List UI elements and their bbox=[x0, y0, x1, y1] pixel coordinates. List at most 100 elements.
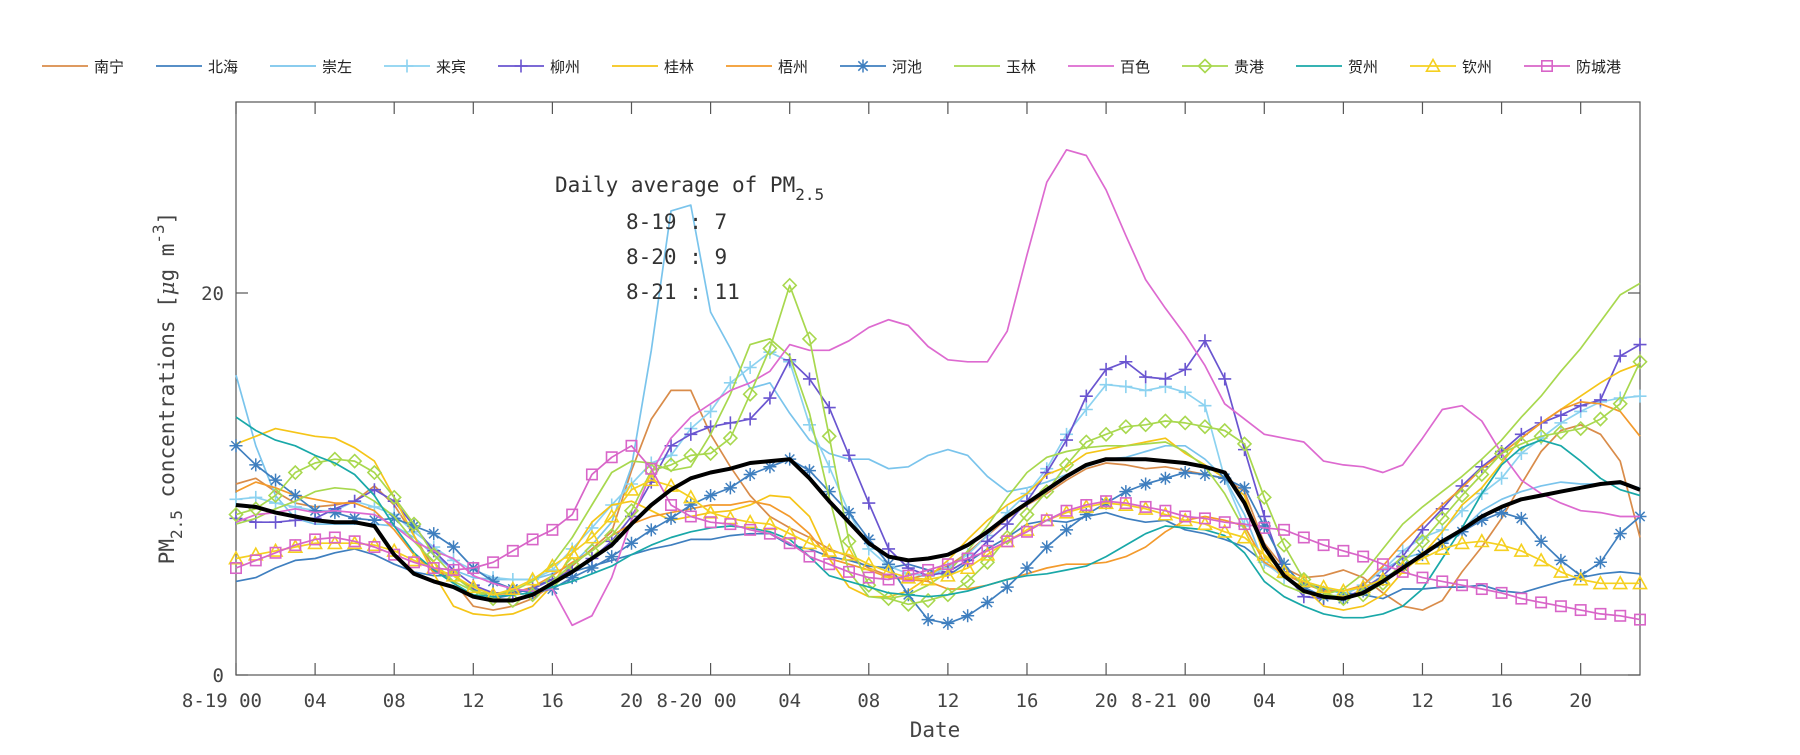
data-point bbox=[287, 464, 303, 481]
x-tick-label: 16 bbox=[1016, 690, 1039, 712]
data-point bbox=[742, 514, 759, 529]
data-point bbox=[981, 544, 994, 557]
data-point bbox=[288, 500, 302, 514]
data-point bbox=[1119, 380, 1133, 394]
annotation-line-1: 8-19 : 7 bbox=[626, 210, 727, 234]
data-point bbox=[802, 464, 816, 478]
data-point bbox=[1099, 378, 1113, 392]
data-point bbox=[1198, 399, 1212, 413]
data-point bbox=[1040, 540, 1054, 554]
x-tick-label: 16 bbox=[1490, 690, 1513, 712]
data-point bbox=[1295, 573, 1312, 588]
data-point bbox=[1513, 542, 1530, 557]
data-point bbox=[920, 571, 936, 586]
data-point bbox=[347, 453, 363, 469]
data-point bbox=[307, 535, 323, 550]
data-point bbox=[467, 562, 480, 575]
data-point bbox=[328, 506, 342, 520]
data-point bbox=[979, 546, 996, 561]
y-label-sub: 2.5 bbox=[167, 510, 186, 539]
data-point bbox=[387, 511, 401, 525]
x-tick-label: 8-21 00 bbox=[1131, 690, 1211, 712]
data-point bbox=[1613, 527, 1627, 541]
x-tick-label: 04 bbox=[778, 690, 801, 712]
data-point bbox=[743, 467, 757, 481]
x-tick-label: 08 bbox=[383, 690, 406, 712]
legend-marker bbox=[400, 59, 414, 73]
data-point bbox=[1493, 445, 1510, 462]
data-point bbox=[407, 556, 420, 569]
data-point bbox=[1473, 533, 1490, 548]
annotation-line-2: 8-20 : 9 bbox=[626, 245, 727, 269]
data-point bbox=[941, 616, 955, 630]
data-point bbox=[922, 563, 935, 576]
data-point bbox=[643, 462, 659, 479]
data-point bbox=[1335, 582, 1352, 597]
annotation-title-main: Daily average of PM bbox=[555, 173, 795, 197]
data-point bbox=[1592, 575, 1609, 590]
data-point bbox=[229, 492, 243, 506]
data-point bbox=[960, 573, 976, 590]
legend-label: 贺州 bbox=[1348, 58, 1378, 76]
data-point bbox=[1000, 580, 1014, 594]
legend-label: 桂林 bbox=[664, 58, 694, 76]
data-point bbox=[1493, 536, 1510, 552]
data-point bbox=[269, 515, 283, 529]
data-point bbox=[682, 489, 699, 504]
data-point bbox=[1058, 457, 1075, 473]
data-point bbox=[862, 571, 875, 584]
annotation: Daily average of PM2.5 8-19 : 7 8-20 : 9… bbox=[555, 173, 824, 304]
data-point bbox=[269, 546, 282, 559]
data-point bbox=[1001, 535, 1014, 548]
data-point bbox=[366, 464, 383, 481]
data-point bbox=[269, 496, 283, 510]
data-point bbox=[623, 503, 640, 519]
data-point bbox=[1515, 592, 1528, 605]
legend-label: 南宁 bbox=[94, 58, 124, 76]
data-point bbox=[744, 523, 757, 536]
legend-item: 贺州 bbox=[1296, 58, 1378, 76]
data-point bbox=[1139, 370, 1153, 384]
data-point bbox=[546, 523, 559, 536]
data-point bbox=[1060, 504, 1073, 517]
data-point bbox=[702, 445, 719, 462]
data-point bbox=[880, 590, 897, 607]
data-point bbox=[1376, 558, 1389, 571]
data-point bbox=[1436, 575, 1449, 588]
data-point bbox=[723, 416, 737, 430]
data-point bbox=[1634, 613, 1647, 626]
x-tick-label: 8-20 00 bbox=[657, 690, 737, 712]
data-point bbox=[1100, 495, 1113, 508]
data-point bbox=[1455, 479, 1469, 493]
legend-marker bbox=[1425, 57, 1441, 72]
legend-item: 柳州 bbox=[498, 58, 580, 76]
data-point bbox=[1357, 550, 1370, 563]
data-point bbox=[1495, 471, 1509, 485]
data-point bbox=[862, 532, 876, 546]
legend-label: 贵港 bbox=[1234, 58, 1264, 76]
data-point bbox=[783, 537, 796, 550]
data-point bbox=[565, 571, 579, 585]
data-point bbox=[704, 404, 718, 418]
data-point bbox=[1614, 609, 1627, 622]
data-point bbox=[841, 546, 857, 561]
data-point bbox=[1177, 512, 1194, 527]
data-point bbox=[1434, 540, 1451, 555]
data-point bbox=[1198, 334, 1212, 348]
data-point bbox=[802, 372, 816, 386]
data-point bbox=[1554, 600, 1567, 613]
y-tick-label: 0 bbox=[213, 665, 224, 687]
x-tick-label: 20 bbox=[1569, 690, 1592, 712]
legend-item: 玉林 bbox=[954, 58, 1036, 76]
data-point bbox=[704, 488, 718, 502]
legend-item: 防城港 bbox=[1524, 58, 1621, 76]
data-point bbox=[1572, 571, 1589, 586]
data-point bbox=[1079, 403, 1093, 417]
data-point bbox=[1236, 529, 1253, 544]
x-tick-label: 12 bbox=[1411, 690, 1434, 712]
data-point bbox=[1178, 362, 1192, 376]
data-point bbox=[1632, 354, 1648, 370]
data-point bbox=[683, 447, 699, 463]
legend-marker bbox=[514, 59, 528, 73]
data-point bbox=[1474, 466, 1490, 483]
